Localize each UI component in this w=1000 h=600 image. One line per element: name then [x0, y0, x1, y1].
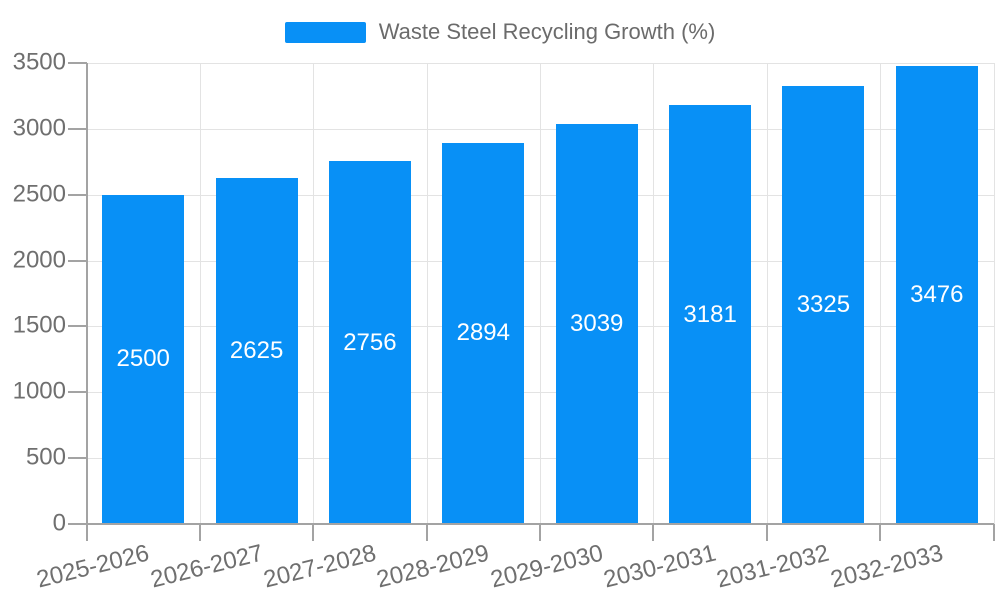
bar-value-label: 3039: [569, 309, 624, 337]
gridline-vertical: [766, 63, 768, 524]
bar[interactable]: [102, 194, 185, 523]
y-axis-line: [86, 63, 88, 541]
legend-title: Waste Steel Recycling Growth (%): [378, 19, 716, 44]
bar[interactable]: [895, 66, 978, 523]
y-tick-label: 1000: [12, 377, 66, 405]
bar[interactable]: [328, 161, 411, 523]
gridline-vertical: [426, 63, 428, 524]
x-axis-tick: [539, 524, 541, 541]
bar-value-label: 2756: [343, 328, 397, 356]
bar[interactable]: [215, 178, 298, 524]
bar[interactable]: [669, 105, 752, 523]
bar[interactable]: [442, 142, 525, 523]
bar-value-label: 3476: [910, 281, 964, 309]
y-tick-label: 2500: [12, 179, 66, 207]
x-tick-label: 2031-2032: [714, 539, 833, 594]
y-axis-tick: [68, 325, 87, 328]
x-axis-tick: [198, 524, 201, 541]
bar[interactable]: [782, 86, 865, 523]
y-axis-tick: [68, 193, 87, 196]
x-tick-label: 2025-2026: [34, 539, 153, 594]
y-tick-label: 500: [25, 443, 66, 471]
y-tick-label: 1500: [12, 311, 66, 339]
bar-value-label: 3325: [796, 291, 851, 318]
gridline-vertical: [880, 63, 882, 524]
x-tick-label: 2029-2030: [487, 539, 606, 594]
gridline-vertical: [313, 63, 315, 524]
x-axis-tick: [425, 524, 428, 541]
legend[interactable]: Waste Steel Recycling Growth (%): [0, 19, 1000, 45]
x-tick-label: 2027-2028: [260, 539, 379, 594]
y-axis-tick: [68, 62, 87, 64]
bar-value-label: 3181: [683, 300, 737, 328]
x-axis-tick: [879, 524, 882, 541]
y-tick-label: 3000: [12, 114, 66, 142]
y-tick-label: 0: [52, 509, 66, 537]
x-tick-label: 2032-2033: [827, 539, 946, 594]
x-tick-label: 2026-2027: [147, 539, 266, 594]
bar-value-label: 2500: [116, 345, 170, 373]
y-tick-label: 2000: [12, 245, 66, 273]
bar-value-label: 2625: [229, 337, 284, 365]
x-axis-tick: [312, 524, 315, 541]
y-tick-label: 3500: [12, 48, 66, 76]
legend-swatch: [284, 21, 366, 43]
y-axis-tick: [68, 127, 87, 130]
y-axis-tick: [68, 259, 87, 262]
x-tick-label: 2030-2031: [601, 539, 719, 594]
gridline-vertical: [199, 63, 201, 524]
y-axis-tick: [68, 523, 87, 525]
bar[interactable]: [555, 123, 638, 523]
x-axis-tick: [652, 524, 655, 541]
x-tick-label: 2028-2029: [374, 539, 493, 594]
y-axis-tick: [68, 457, 87, 460]
x-axis-tick: [765, 524, 768, 541]
gridline-vertical: [540, 63, 541, 524]
gridline-vertical: [653, 63, 655, 524]
y-axis-tick: [68, 391, 87, 394]
gridline-vertical: [993, 63, 995, 524]
x-axis-line: [85, 523, 994, 525]
bar-value-label: 2894: [456, 319, 510, 347]
x-axis-tick: [992, 524, 995, 541]
